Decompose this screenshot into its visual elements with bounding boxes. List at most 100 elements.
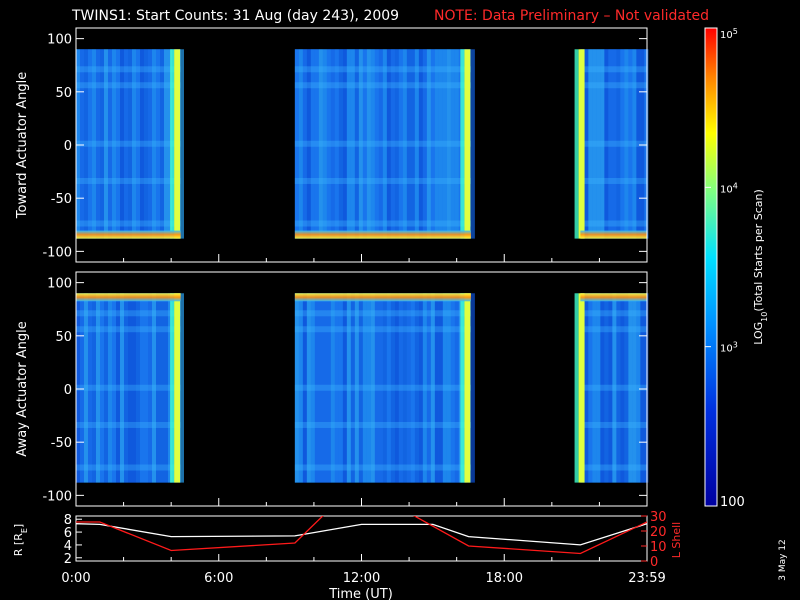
away-column bbox=[624, 293, 629, 483]
x-tick-label: 23:59 bbox=[628, 571, 665, 586]
away-column bbox=[120, 293, 124, 483]
toward-column bbox=[160, 49, 164, 239]
r-ytick-label: 6 bbox=[64, 526, 72, 541]
x-tick-label: 6:00 bbox=[204, 571, 233, 586]
toward-column bbox=[628, 49, 633, 239]
away-column bbox=[294, 293, 299, 483]
toward-column bbox=[378, 49, 383, 239]
toward-column bbox=[152, 49, 156, 239]
away-column bbox=[350, 293, 355, 483]
toward-column bbox=[608, 49, 613, 239]
away-ytick-label: 50 bbox=[55, 330, 72, 345]
toward-column bbox=[334, 49, 339, 239]
toward-column bbox=[310, 49, 315, 239]
away-column bbox=[318, 293, 323, 483]
toward-column bbox=[294, 49, 299, 239]
toward-column bbox=[96, 49, 100, 239]
away-column bbox=[298, 293, 303, 483]
x-tick-label: 18:00 bbox=[486, 571, 523, 586]
toward-column bbox=[366, 49, 371, 239]
toward-column bbox=[326, 49, 331, 239]
toward-column bbox=[180, 49, 184, 239]
toward-column bbox=[616, 49, 621, 239]
away-column bbox=[180, 293, 184, 483]
away-column bbox=[342, 293, 347, 483]
away-band bbox=[294, 421, 471, 428]
away-column bbox=[422, 293, 427, 483]
lshell-line bbox=[76, 516, 647, 555]
toward-column bbox=[430, 49, 435, 239]
away-band bbox=[580, 326, 647, 333]
away-column bbox=[608, 293, 613, 483]
toward-column bbox=[402, 49, 407, 239]
away-band bbox=[294, 384, 471, 391]
toward-column bbox=[80, 49, 84, 239]
away-column bbox=[430, 293, 435, 483]
away-column bbox=[406, 293, 411, 483]
away-column bbox=[640, 293, 645, 483]
away-column bbox=[644, 293, 649, 483]
away-column bbox=[302, 293, 307, 483]
away-column bbox=[446, 293, 451, 483]
toward-column bbox=[124, 49, 128, 239]
toward-column bbox=[382, 49, 387, 239]
away-y-ticks: -100 -50 0 50 100 bbox=[42, 277, 648, 506]
toward-column bbox=[370, 49, 375, 239]
away-column bbox=[386, 293, 391, 483]
toward-edge-glow bbox=[170, 49, 175, 239]
away-column bbox=[354, 293, 359, 483]
toward-edge bbox=[578, 49, 585, 239]
away-column bbox=[402, 293, 407, 483]
toward-column bbox=[168, 49, 172, 239]
toward-column bbox=[450, 49, 455, 239]
toward-column bbox=[306, 49, 311, 239]
away-column bbox=[434, 293, 439, 483]
toward-ytick-label: 50 bbox=[55, 86, 72, 101]
away-column bbox=[152, 293, 156, 483]
colorbar: 105 104 103 100 LOG10(Total Starts per Scan… bbox=[704, 27, 769, 510]
toward-ytick-label: 0 bbox=[64, 139, 72, 154]
toward-column bbox=[588, 49, 593, 239]
away-band bbox=[294, 464, 471, 471]
toward-column bbox=[84, 49, 88, 239]
away-column bbox=[596, 293, 601, 483]
toward-column bbox=[342, 49, 347, 239]
away-column bbox=[604, 293, 609, 483]
away-column bbox=[426, 293, 431, 483]
toward-band bbox=[580, 177, 647, 184]
toward-column bbox=[398, 49, 403, 239]
away-column bbox=[164, 293, 168, 483]
toward-column bbox=[104, 49, 108, 239]
toward-hot-edge bbox=[580, 230, 647, 239]
away-column bbox=[588, 293, 593, 483]
away-ytick-label: 0 bbox=[64, 383, 72, 398]
colorbar-tick-label: 103 bbox=[720, 340, 738, 355]
lshell-ytick-label: 0 bbox=[650, 555, 658, 570]
toward-column bbox=[624, 49, 629, 239]
toward-column bbox=[108, 49, 112, 239]
toward-column bbox=[318, 49, 323, 239]
away-column bbox=[454, 293, 459, 483]
toward-column bbox=[632, 49, 637, 239]
toward-column bbox=[144, 49, 148, 239]
toward-column bbox=[92, 49, 96, 239]
orbit-lines bbox=[76, 516, 647, 555]
r-ytick-label: 4 bbox=[64, 539, 72, 554]
toward-column bbox=[414, 49, 419, 239]
away-column bbox=[362, 293, 367, 483]
toward-column bbox=[156, 49, 160, 239]
away-column bbox=[314, 293, 319, 483]
away-column bbox=[330, 293, 335, 483]
away-ytick-label: -100 bbox=[42, 489, 72, 504]
colorbar-tick-label: 105 bbox=[720, 27, 738, 42]
toward-column bbox=[302, 49, 307, 239]
toward-y-ticks: -100 -50 0 50 100 bbox=[42, 33, 648, 262]
toward-column bbox=[442, 49, 447, 239]
away-column bbox=[124, 293, 128, 483]
toward-column bbox=[112, 49, 116, 239]
toward-column bbox=[454, 49, 459, 239]
toward-column bbox=[358, 49, 363, 239]
